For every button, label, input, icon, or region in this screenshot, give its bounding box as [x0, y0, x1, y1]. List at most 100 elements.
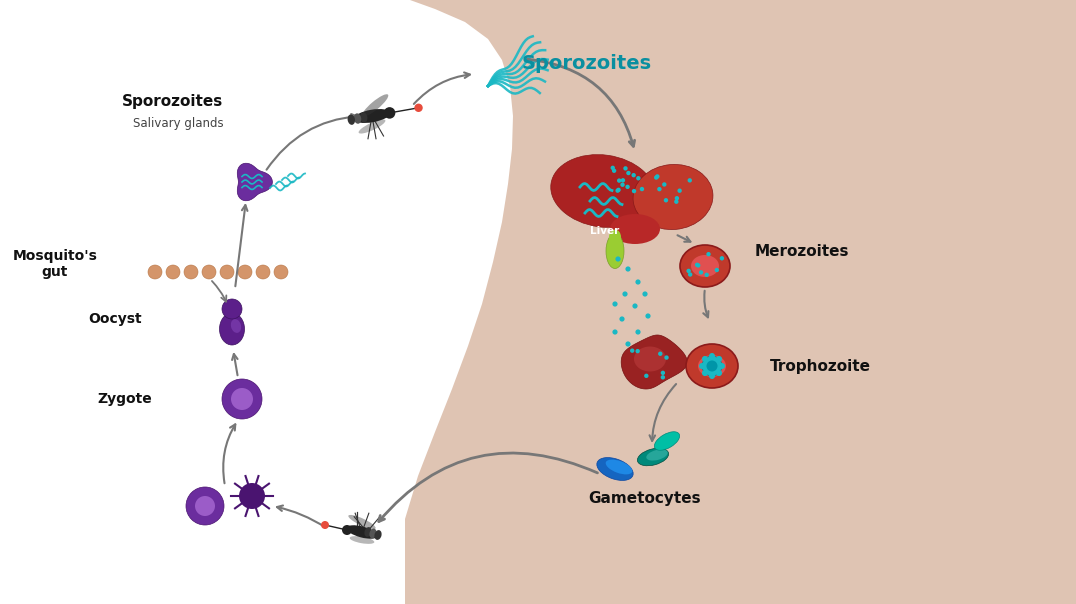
- Text: Trophozoite: Trophozoite: [770, 359, 870, 373]
- Circle shape: [716, 356, 722, 362]
- Circle shape: [664, 355, 668, 360]
- Circle shape: [626, 171, 631, 175]
- Circle shape: [662, 182, 666, 187]
- Ellipse shape: [354, 109, 391, 123]
- Circle shape: [195, 496, 215, 516]
- Circle shape: [640, 187, 645, 191]
- Circle shape: [636, 280, 640, 284]
- Text: Sporozoites: Sporozoites: [122, 94, 223, 109]
- Ellipse shape: [369, 528, 377, 538]
- Circle shape: [720, 256, 724, 260]
- Ellipse shape: [220, 313, 244, 345]
- Polygon shape: [238, 163, 272, 201]
- Polygon shape: [405, 0, 1076, 604]
- Circle shape: [702, 356, 708, 362]
- Ellipse shape: [691, 255, 719, 277]
- Ellipse shape: [610, 214, 660, 244]
- Circle shape: [620, 316, 624, 321]
- Ellipse shape: [360, 112, 368, 123]
- Circle shape: [186, 487, 224, 525]
- Circle shape: [612, 329, 618, 335]
- Ellipse shape: [350, 536, 374, 544]
- Circle shape: [688, 272, 692, 277]
- Circle shape: [695, 263, 699, 267]
- Circle shape: [384, 107, 395, 118]
- Circle shape: [625, 266, 631, 272]
- Circle shape: [622, 291, 627, 297]
- Circle shape: [636, 329, 640, 335]
- Ellipse shape: [354, 114, 362, 124]
- Circle shape: [661, 371, 665, 375]
- Circle shape: [612, 301, 618, 307]
- Circle shape: [321, 521, 329, 529]
- Text: Salivary glands: Salivary glands: [132, 118, 224, 130]
- Circle shape: [706, 252, 711, 256]
- Circle shape: [675, 196, 679, 201]
- Circle shape: [256, 265, 270, 279]
- Circle shape: [657, 187, 662, 191]
- Circle shape: [705, 272, 709, 277]
- Ellipse shape: [609, 230, 621, 245]
- Circle shape: [645, 374, 649, 378]
- Circle shape: [636, 349, 640, 353]
- Circle shape: [632, 189, 636, 193]
- Circle shape: [633, 303, 638, 309]
- Ellipse shape: [637, 448, 668, 466]
- Circle shape: [698, 270, 704, 275]
- Circle shape: [719, 363, 725, 369]
- Ellipse shape: [231, 319, 241, 333]
- Ellipse shape: [362, 94, 388, 117]
- Ellipse shape: [698, 355, 726, 377]
- Circle shape: [688, 178, 692, 182]
- Ellipse shape: [346, 525, 378, 539]
- Circle shape: [222, 299, 242, 319]
- Circle shape: [625, 341, 631, 347]
- Circle shape: [625, 185, 629, 189]
- Circle shape: [623, 166, 627, 170]
- Ellipse shape: [680, 245, 730, 287]
- Text: Oocyst: Oocyst: [88, 312, 142, 326]
- Circle shape: [686, 269, 691, 273]
- Circle shape: [696, 263, 700, 268]
- Circle shape: [678, 188, 682, 193]
- Text: Gametocytes: Gametocytes: [589, 492, 702, 507]
- Circle shape: [654, 175, 659, 180]
- Ellipse shape: [606, 234, 624, 269]
- Circle shape: [664, 198, 668, 202]
- Text: Sporozoites: Sporozoites: [522, 54, 652, 74]
- Circle shape: [709, 373, 714, 379]
- Circle shape: [414, 104, 423, 112]
- Ellipse shape: [358, 120, 385, 133]
- Circle shape: [621, 178, 625, 182]
- Circle shape: [707, 361, 718, 371]
- Ellipse shape: [606, 460, 633, 474]
- Circle shape: [612, 169, 617, 173]
- Circle shape: [661, 375, 665, 379]
- Circle shape: [621, 182, 625, 187]
- Circle shape: [202, 265, 216, 279]
- Circle shape: [615, 188, 620, 193]
- Circle shape: [702, 370, 708, 376]
- Text: Mosquito's
gut: Mosquito's gut: [13, 249, 98, 279]
- Circle shape: [148, 265, 162, 279]
- Circle shape: [615, 257, 621, 262]
- Ellipse shape: [633, 164, 713, 230]
- Circle shape: [702, 356, 722, 376]
- Text: Zygote: Zygote: [97, 392, 152, 406]
- Circle shape: [610, 165, 615, 170]
- Circle shape: [166, 265, 180, 279]
- Circle shape: [222, 379, 261, 419]
- Circle shape: [636, 176, 640, 181]
- Ellipse shape: [365, 527, 371, 537]
- Ellipse shape: [349, 515, 376, 529]
- Circle shape: [632, 173, 636, 178]
- Circle shape: [238, 265, 252, 279]
- Circle shape: [716, 370, 722, 376]
- Ellipse shape: [374, 530, 382, 540]
- Ellipse shape: [348, 114, 355, 125]
- Ellipse shape: [647, 449, 668, 461]
- Ellipse shape: [597, 458, 633, 480]
- Text: Liver: Liver: [590, 226, 620, 236]
- Circle shape: [231, 388, 253, 410]
- Circle shape: [675, 199, 679, 204]
